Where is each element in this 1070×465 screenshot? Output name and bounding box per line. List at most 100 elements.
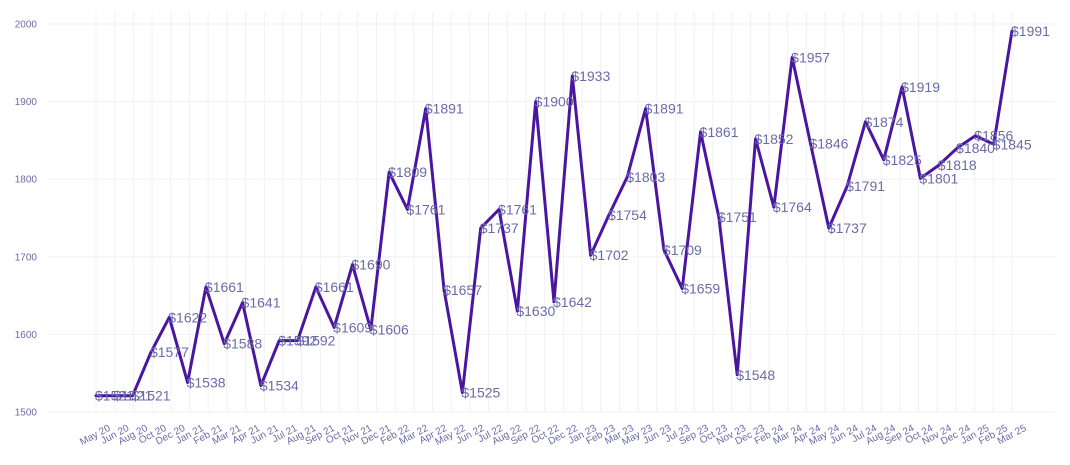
data-point [278,339,281,342]
data-label: $1525 [461,385,500,401]
data-label: $1919 [901,79,940,95]
data-label: $1801 [919,170,958,186]
data-label: $1754 [608,207,647,223]
data-point [424,107,427,110]
data-label: $1690 [351,257,390,273]
data-label: $1856 [974,128,1013,144]
data-point [406,208,409,211]
data-label: $1891 [425,101,464,117]
data-point [974,134,977,137]
data-point [699,130,702,134]
data-point [497,208,501,211]
y-axis: 1500 1600 1700 1800 1900 2000 [15,20,38,419]
data-label: $1809 [388,164,427,180]
data-label: $1845 [993,136,1032,152]
data-label: $1991 [1011,23,1050,39]
series-group [94,29,1014,398]
data-point [241,301,244,304]
data-point [827,226,830,230]
data-label: $1592 [278,333,317,349]
data-point [259,384,263,387]
data-point [168,316,171,319]
data-label: $1825 [883,152,922,168]
data-point [955,146,959,150]
data-label: $1933 [571,68,610,84]
data-point [314,285,318,289]
data-label: $1548 [736,367,775,383]
data-point [662,248,666,252]
y-tick-label: 2000 [15,20,38,31]
data-point [296,339,299,342]
data-point [516,309,519,313]
data-point [772,205,776,209]
vertical-gridlines [95,12,1013,412]
data-labels: $1521$1521$1521 $1577 $1622 $1538 $1661 $1588… [95,23,1050,404]
data-point [790,56,794,59]
data-point [131,394,134,397]
data-label: $1764 [773,199,812,215]
data-point [387,171,391,174]
y-tick-label: 1800 [15,175,38,186]
data-label: $1534 [260,378,299,394]
data-label: $1791 [846,178,885,194]
data-label: $1661 [205,279,244,295]
data-point [223,342,226,345]
data-point [900,85,904,89]
data-label: $1900 [535,94,574,110]
y-tick-label: 1500 [15,408,38,419]
data-point [736,373,739,376]
data-label: $1751 [718,209,757,225]
data-label: $1846 [809,136,848,152]
data-label: $1874 [864,114,903,130]
data-point [809,142,812,145]
data-point [534,100,537,103]
data-label: $1737 [480,220,519,236]
data-point [479,226,482,230]
data-label: $1852 [755,131,794,147]
data-point [113,394,116,397]
data-label: $1642 [553,294,592,310]
data-point [845,184,849,188]
data-label: $1957 [791,49,830,65]
data-point [149,351,153,354]
data-label: $1702 [590,247,629,263]
data-label: $1622 [168,309,207,325]
data-label: $1577 [150,344,189,360]
data-point [1010,29,1014,33]
data-point [332,326,336,329]
data-label: $1891 [645,101,684,117]
data-point [937,164,940,167]
data-label: $1803 [626,169,665,185]
data-point [644,107,647,110]
data-label: $1818 [938,157,977,173]
data-point [369,328,372,331]
y-tick-label: 1900 [15,97,38,108]
data-label: $1588 [223,336,262,352]
data-point [442,288,446,292]
data-point [681,287,684,290]
data-point [717,216,721,219]
data-label: $1609 [333,319,372,335]
data-label: $1661 [315,279,354,295]
data-label: $1641 [242,295,281,311]
data-label: $1521 [132,388,171,404]
y-tick-label: 1600 [15,330,38,341]
data-label: $1659 [681,281,720,297]
data-label: $1538 [187,375,226,391]
data-point [864,120,867,123]
data-point [186,381,189,384]
data-label: $1521 [95,388,134,404]
data-label: $1861 [700,124,739,140]
data-label: $1606 [370,322,409,338]
data-label: $1761 [498,201,537,217]
data-point [626,175,629,179]
data-label: $1840 [956,140,995,156]
data-point [919,177,922,180]
data-label: $1761 [406,201,445,217]
data-point [204,285,208,289]
data-point [571,74,574,78]
data-point [461,391,464,394]
data-point [589,254,592,257]
data-label: $1630 [516,303,555,319]
